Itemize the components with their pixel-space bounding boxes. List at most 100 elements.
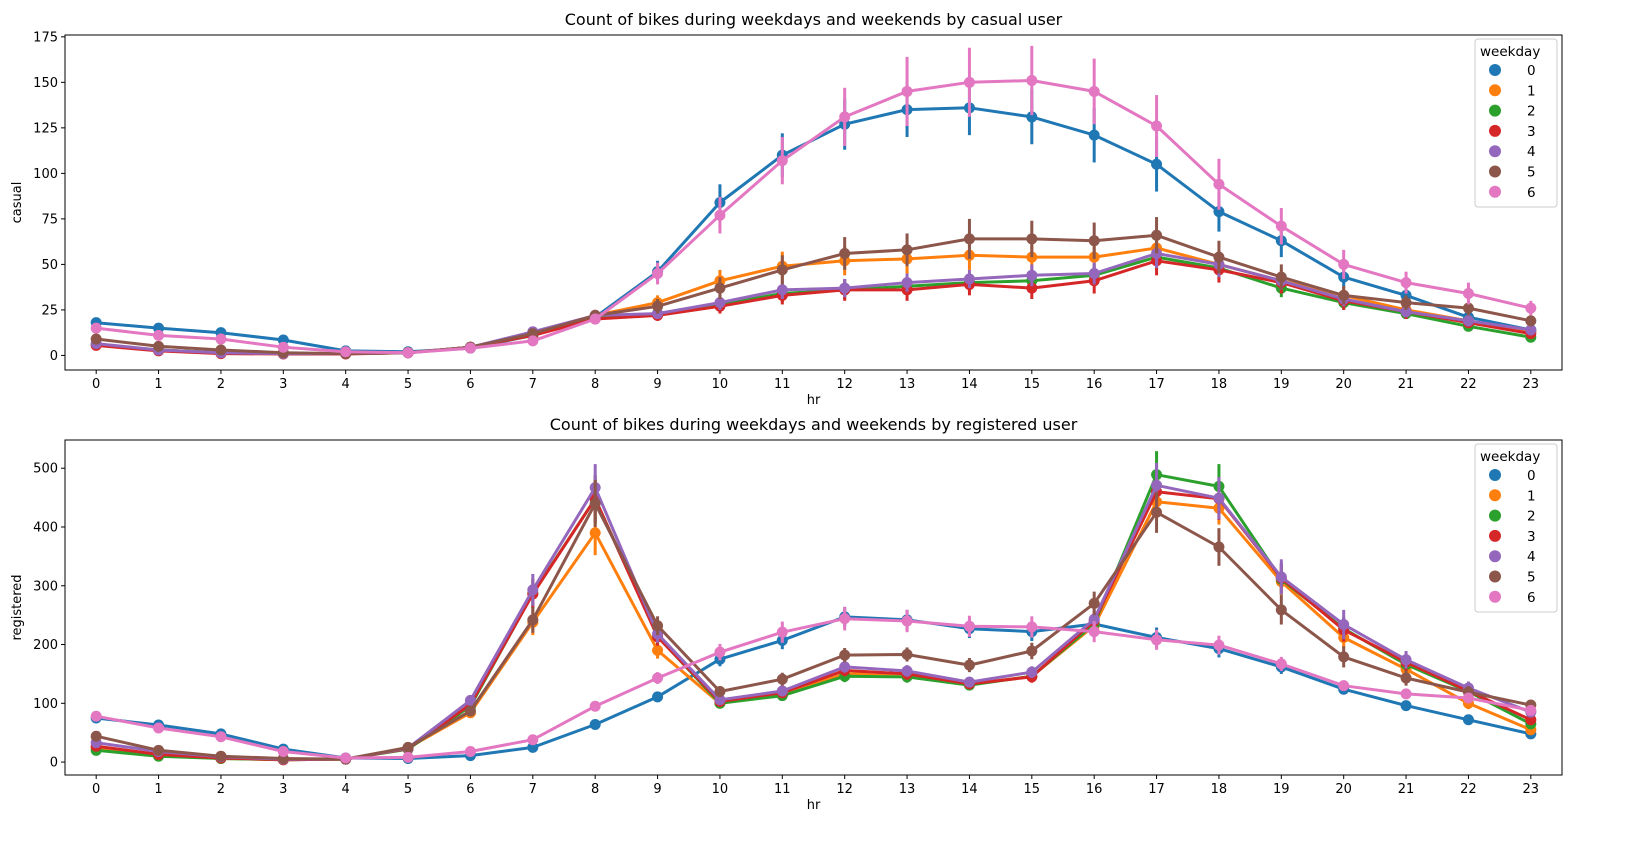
legend-label: 2 (1527, 104, 1536, 120)
data-point (839, 613, 851, 625)
series-line (96, 615, 1532, 760)
plot-frame (64, 439, 1563, 776)
data-point (215, 731, 227, 743)
series-4 (90, 238, 1537, 360)
data-point (901, 244, 913, 256)
y-tick-label: 150 (33, 76, 58, 91)
data-point (1462, 288, 1474, 300)
legend-label: 4 (1527, 144, 1536, 160)
legend-marker (1489, 509, 1501, 522)
data-point (901, 649, 913, 661)
legend-label: 3 (1527, 529, 1536, 545)
legend-label: 0 (1527, 468, 1536, 484)
y-tick-label: 125 (33, 121, 58, 136)
x-tick-label: 19 (1273, 377, 1290, 392)
data-point (1275, 571, 1287, 583)
data-point (1400, 654, 1412, 666)
data-point (153, 744, 165, 756)
series-5 (90, 217, 1537, 360)
series-0 (90, 80, 1537, 358)
data-point (1400, 277, 1412, 289)
data-point (839, 247, 851, 259)
data-point (1275, 604, 1287, 616)
data-point (652, 691, 664, 703)
x-tick-label: 8 (591, 377, 599, 392)
data-point (1026, 111, 1038, 123)
data-point (1026, 233, 1038, 245)
data-point (589, 313, 601, 325)
data-point (776, 673, 788, 685)
series-line (96, 259, 1532, 356)
x-tick-label: 6 (466, 377, 474, 392)
series-line (95, 483, 1532, 761)
y-tick-label: 75 (41, 212, 58, 227)
data-point (1026, 269, 1038, 281)
data-point (153, 329, 165, 341)
x-tick-label: 22 (1460, 377, 1477, 392)
x-tick-label: 8 (591, 782, 599, 797)
x-tick-label: 12 (836, 377, 853, 392)
series-line (96, 473, 1532, 762)
data-point (1462, 302, 1474, 314)
data-point (1462, 692, 1474, 704)
x-tick-label: 0 (92, 377, 100, 392)
legend-marker (1489, 550, 1501, 563)
series-line (96, 500, 1532, 762)
data-point (527, 335, 539, 347)
y-tick-label: 175 (33, 30, 58, 45)
x-axis-label: hr (807, 393, 821, 408)
series-line (96, 246, 1532, 356)
series-6 (90, 606, 1537, 764)
data-point (464, 745, 476, 757)
x-tick-label: 16 (1086, 377, 1103, 392)
data-point (901, 615, 913, 627)
series-line (95, 617, 1532, 760)
legend-marker (1489, 590, 1501, 603)
legend-marker (1489, 145, 1501, 158)
data-point (1400, 700, 1412, 712)
data-point (527, 741, 539, 753)
data-point (1462, 315, 1474, 327)
data-point (1088, 235, 1100, 247)
x-tick-label: 7 (529, 377, 537, 392)
x-tick-label: 16 (1086, 782, 1103, 797)
x-tick-label: 22 (1460, 782, 1477, 797)
data-point (1275, 220, 1287, 232)
data-point (1213, 541, 1225, 553)
data-point (90, 730, 102, 742)
x-axis-label: hr (807, 798, 821, 813)
chart-panel-0: Count of bikes during weekdays and weeke… (10, 10, 1563, 408)
data-point (1151, 247, 1163, 259)
data-point (527, 734, 539, 746)
legend-title: weekday (1480, 449, 1540, 465)
legend-label: 6 (1527, 590, 1536, 606)
x-tick-label: 1 (154, 377, 162, 392)
series-line (95, 502, 1532, 761)
legend-marker (1489, 84, 1501, 97)
y-tick-label: 100 (33, 167, 58, 182)
x-tick-label: 11 (774, 377, 791, 392)
data-point (1088, 597, 1100, 609)
x-tick-label: 3 (279, 377, 287, 392)
legend-marker (1489, 529, 1501, 542)
data-point (402, 751, 414, 763)
x-tick-label: 6 (466, 782, 474, 797)
legend-marker (1489, 469, 1501, 481)
legend-box (1474, 443, 1558, 613)
y-tick-label: 50 (41, 258, 58, 273)
legend-label: 6 (1527, 185, 1536, 201)
x-tick-label: 1 (154, 782, 162, 797)
x-tick-label: 2 (217, 782, 225, 797)
x-tick-label: 13 (899, 377, 916, 392)
legend-title: weekday (1480, 44, 1540, 60)
data-point (652, 300, 664, 312)
data-point (652, 620, 664, 632)
data-point (963, 76, 975, 88)
legend-marker (1489, 165, 1501, 178)
y-axis-label: casual (10, 182, 25, 224)
x-tick-label: 4 (342, 782, 350, 797)
data-point (714, 646, 726, 658)
data-point (1338, 651, 1350, 663)
data-point (901, 665, 913, 677)
y-tick-label: 500 (33, 462, 58, 477)
